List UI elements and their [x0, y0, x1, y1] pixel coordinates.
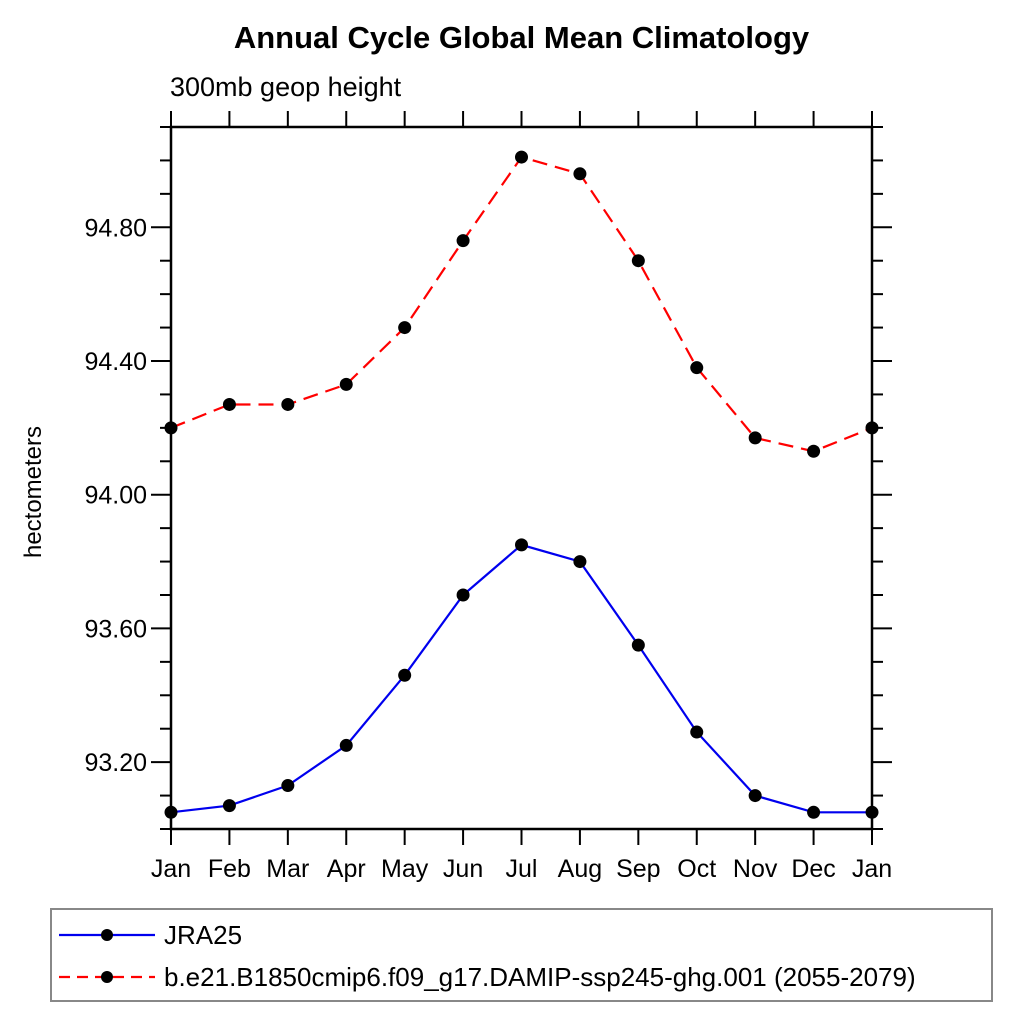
data-point-marker — [807, 805, 821, 819]
data-point-marker — [339, 377, 353, 391]
data-point-marker — [748, 431, 762, 445]
data-point-marker — [281, 779, 295, 793]
data-point-marker — [398, 668, 412, 682]
x-axis-tick-label: Feb — [208, 855, 251, 883]
y-axis-tick-label: 94.00 — [84, 482, 147, 510]
data-point-marker — [339, 738, 353, 752]
x-axis-tick-label: Nov — [733, 855, 778, 883]
x-axis-tick-labels: Jan Feb Mar Apr May Jun Jul Aug Sep Oct Nov Dec Jan — [151, 855, 892, 883]
data-point-marker — [456, 588, 470, 602]
series-markers-model — [164, 150, 879, 458]
data-point-marker — [398, 321, 412, 335]
series-line-model — [170, 155, 873, 453]
data-point-marker — [515, 150, 528, 164]
data-point-marker — [748, 789, 762, 803]
x-axis-tick-label: Apr — [327, 855, 366, 883]
data-point-marker — [690, 361, 704, 375]
data-point-marker — [865, 805, 879, 819]
x-axis-tick-label: Jun — [443, 855, 483, 883]
y-axis-tick-labels: 93.20 93.60 94.00 94.40 94.80 — [84, 214, 147, 777]
chart-subtitle: 300mb geop height — [170, 72, 402, 102]
data-point-marker — [222, 397, 236, 411]
legend-marker-icon — [101, 971, 113, 983]
legend-line-sample-dashed-red — [59, 971, 155, 983]
data-point-marker — [281, 397, 295, 411]
data-point-marker — [631, 254, 645, 268]
data-point-marker — [807, 444, 821, 458]
x-axis-tick-label: Aug — [558, 855, 602, 883]
legend-label-model: b.e21.B1850cmip6.f09_g17.DAMIP-ssp245-gh… — [164, 961, 916, 992]
x-axis-tick-label: Dec — [791, 855, 835, 883]
x-axis-tick-label: Jan — [151, 855, 191, 883]
data-point-marker — [222, 799, 236, 813]
y-axis-ticks — [151, 126, 892, 830]
legend-line-sample-solid-blue — [59, 929, 155, 941]
x-axis-tick-label: Mar — [266, 855, 309, 883]
legend-label-jra25: JRA25 — [164, 919, 243, 950]
plot-frame — [169, 125, 874, 831]
x-axis-ticks — [170, 111, 873, 845]
series-markers-jra25 — [164, 538, 879, 819]
chart-title: Annual Cycle Global Mean Climatology — [233, 20, 810, 55]
data-point-marker — [164, 421, 178, 435]
data-point-marker — [631, 638, 645, 652]
y-axis-tick-label: 94.80 — [84, 214, 147, 242]
x-axis-tick-label: Oct — [677, 855, 716, 883]
x-axis-tick-label: Sep — [616, 855, 660, 883]
data-point-marker — [865, 421, 879, 435]
x-axis-tick-label: Jul — [506, 855, 538, 883]
x-axis-tick-label: Jan — [852, 855, 892, 883]
data-point-marker — [164, 805, 178, 819]
y-axis-label: hectometers — [20, 425, 47, 559]
y-axis-tick-label: 93.60 — [84, 615, 147, 643]
data-point-marker — [573, 167, 587, 181]
legend-item-model: b.e21.B1850cmip6.f09_g17.DAMIP-ssp245-gh… — [52, 956, 991, 998]
data-point-marker — [690, 725, 704, 739]
series-line-jra25 — [170, 543, 872, 814]
y-axis-tick-label: 94.40 — [84, 348, 147, 376]
data-point-marker — [456, 234, 470, 248]
data-point-marker — [515, 538, 528, 552]
y-axis-tick-label: 93.20 — [84, 749, 147, 777]
x-axis-tick-label: May — [381, 855, 429, 883]
legend-item-jra25: JRA25 — [52, 914, 991, 956]
legend-marker-icon — [101, 929, 113, 941]
legend: JRA25 b.e21.B1850cmip6.f09_g17.DAMIP-ssp… — [50, 908, 993, 1002]
data-point-marker — [573, 555, 587, 569]
